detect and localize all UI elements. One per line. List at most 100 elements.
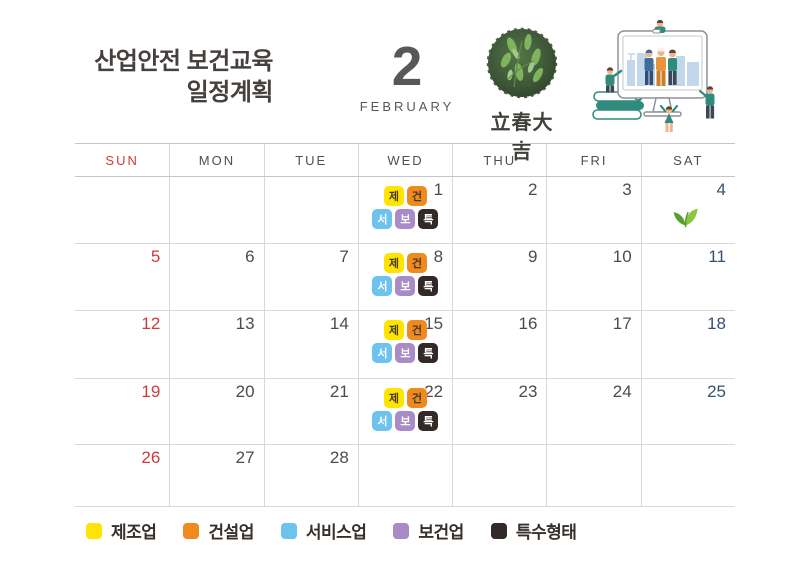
date-number: 23 (518, 382, 538, 401)
workers-illustration (590, 19, 718, 135)
day-cell-feb-18: 18 (640, 311, 735, 379)
day-cell-feb-16: 16 (452, 311, 547, 379)
event-badge-건: 건 (406, 253, 427, 273)
event-badge-보: 보 (395, 411, 416, 431)
day-cell-feb-4: 4 (640, 177, 735, 244)
event-badge-보: 보 (395, 276, 416, 296)
page-title-line2: 일정계획 (186, 79, 274, 106)
event-badge-서: 서 (372, 209, 393, 229)
day-cell-empty (169, 177, 264, 244)
event-badge-서: 서 (372, 411, 393, 431)
date-number: 11 (708, 247, 726, 266)
legend-item-1: 제조업 (86, 518, 157, 543)
day-cell-feb-6: 6 (169, 244, 264, 311)
day-cell-feb-25: 25 (640, 379, 735, 445)
day-cell-feb-12: 12 (75, 311, 170, 379)
event-badge-건: 건 (406, 388, 427, 408)
event-badge-건: 건 (406, 186, 427, 206)
event-badge-건: 건 (406, 320, 427, 340)
day-header-sun: SUN (105, 152, 139, 168)
calligraphy-text: 立春大吉 (490, 110, 554, 163)
day-cell-feb-5: 5 (75, 244, 170, 311)
legend-item-5: 특수형태 (490, 518, 577, 543)
weekday-header-row: SUN MON TUE WED THU FRI SAT (75, 144, 735, 177)
day-cell-feb-15: 15 제 건 서 보 특 (357, 311, 453, 379)
date-number: 10 (612, 247, 632, 266)
date-number: 2 (527, 180, 538, 199)
date-number: 28 (329, 448, 349, 467)
legend: 제조업 건설업 서비스업 보건업 특수형태 (86, 518, 577, 543)
day-header-tue: TUE (263, 144, 358, 176)
day-cell-feb-24: 24 (546, 379, 641, 445)
event-badge-보: 보 (395, 209, 416, 229)
date-number: 8 (433, 247, 444, 266)
legend-label: 제조업 (111, 523, 157, 542)
day-cell-feb-19: 19 (75, 379, 170, 445)
green-leaves-photo-icon (486, 27, 558, 99)
day-cell-feb-3: 3 (546, 177, 641, 244)
legend-item-4: 보건업 (393, 518, 464, 543)
day-cell-feb-14: 14 (263, 311, 358, 379)
date-number: 5 (150, 247, 161, 266)
day-cell-feb-21: 21 (263, 379, 358, 445)
date-number: 16 (518, 314, 538, 333)
day-cell-feb-17: 17 (546, 311, 641, 379)
day-cell-empty (452, 445, 547, 507)
date-number: 1 (433, 180, 444, 199)
event-badge-특: 특 (418, 209, 439, 229)
day-cell-feb-7: 7 (263, 244, 358, 311)
legend-swatch (280, 522, 297, 539)
legend-swatch (183, 522, 200, 539)
day-cell-empty (263, 177, 358, 244)
day-header-wed: WED (357, 144, 452, 176)
date-number: 19 (141, 382, 161, 401)
date-number: 22 (424, 382, 444, 401)
spring-photo: 立春大吉 (485, 27, 559, 164)
date-number: 15 (424, 314, 444, 333)
monitor-illustration-icon (592, 19, 715, 132)
event-badge-제: 제 (383, 320, 404, 340)
legend-label: 서비스업 (305, 523, 367, 542)
day-cell-feb-11: 11 (640, 244, 735, 311)
date-number: 7 (339, 247, 349, 266)
legend-swatch (393, 522, 410, 539)
page-title: 산업안전 보건교육 일정계획 (68, 46, 273, 108)
day-header-sat: SAT (640, 144, 735, 176)
legend-swatch (86, 522, 102, 539)
date-number: 14 (329, 314, 349, 333)
day-header-mon: MON (169, 144, 263, 176)
day-header-fri: FRI (546, 144, 640, 176)
legend-item-2: 건설업 (183, 518, 254, 543)
event-badge-제: 제 (383, 253, 404, 273)
date-number: 4 (716, 180, 726, 199)
month-block: 2 FEBRUARY (352, 36, 462, 114)
month-name: FEBRUARY (359, 99, 455, 114)
date-number: 3 (622, 180, 632, 199)
day-cell-feb-23: 23 (452, 379, 547, 445)
page-title-line1: 산업안전 보건교육 (94, 48, 273, 75)
legend-label: 특수형태 (515, 523, 577, 542)
event-badge-보: 보 (395, 343, 416, 363)
day-cell-feb-20: 20 (169, 379, 264, 445)
date-number: 24 (612, 382, 632, 401)
date-number: 12 (141, 314, 161, 333)
legend-label: 보건업 (418, 523, 464, 542)
day-cell-empty (357, 445, 453, 507)
event-badge-제: 제 (383, 388, 404, 408)
day-cell-feb-13: 13 (169, 311, 264, 379)
event-badge-서: 서 (372, 276, 393, 296)
legend-swatch (490, 522, 507, 539)
